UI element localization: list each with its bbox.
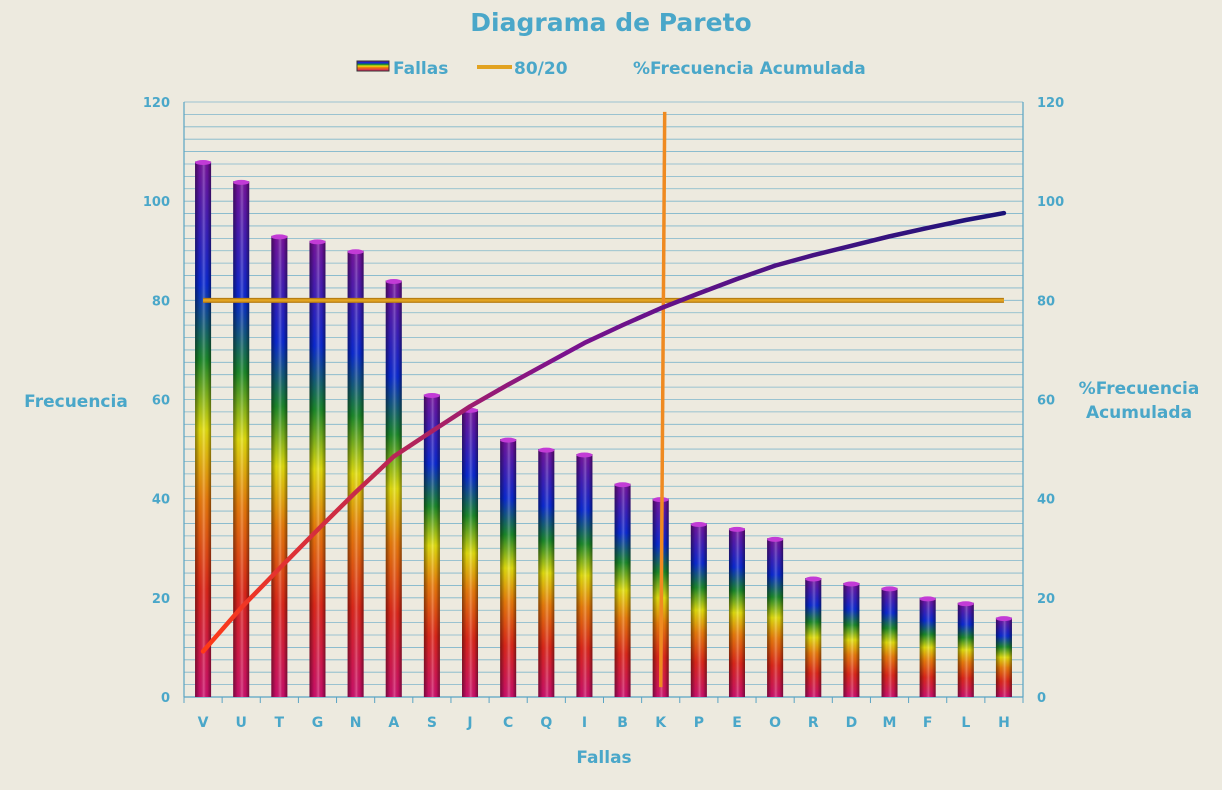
x-axis-title: Fallas bbox=[576, 748, 631, 768]
bar-shading bbox=[500, 439, 517, 697]
bar-shading bbox=[767, 538, 784, 697]
y-tick-label: 20 bbox=[152, 592, 170, 607]
bar-shading bbox=[690, 523, 707, 697]
bar-cap bbox=[309, 239, 326, 245]
y2-tick-label: 40 bbox=[1037, 493, 1055, 508]
y-tick-label: 40 bbox=[152, 493, 170, 508]
bar-shading bbox=[957, 602, 974, 697]
bar-cap bbox=[614, 482, 631, 488]
bar-cap bbox=[195, 160, 212, 165]
x-tick-label: R bbox=[808, 715, 819, 731]
bar-cap bbox=[919, 596, 936, 602]
bar-cap bbox=[233, 179, 250, 185]
x-tick-label: M bbox=[883, 715, 897, 731]
lines bbox=[200, 111, 1007, 688]
bar-cap bbox=[423, 393, 440, 399]
x-tick-label: I bbox=[582, 715, 587, 731]
bar-shading bbox=[271, 235, 288, 697]
bar-shading bbox=[576, 454, 593, 697]
bar-cap bbox=[271, 234, 288, 240]
x-tick-label: U bbox=[236, 715, 247, 731]
bar-cap bbox=[576, 452, 593, 458]
y-axis-title: Frecuencia bbox=[24, 392, 128, 412]
x-tick-label: V bbox=[198, 715, 209, 731]
x-tick-label: O bbox=[769, 715, 781, 731]
y2-tick-label: 0 bbox=[1037, 691, 1046, 706]
x-tick-label: N bbox=[350, 715, 362, 731]
bars bbox=[195, 160, 1012, 698]
cutoff-line bbox=[658, 111, 667, 688]
bar-cap bbox=[347, 249, 364, 255]
bar-shading bbox=[347, 250, 364, 697]
x-tick-label: Q bbox=[540, 715, 552, 731]
bar-shading bbox=[919, 597, 936, 697]
x-tick-label: G bbox=[312, 715, 324, 731]
bar-cap bbox=[385, 279, 402, 284]
bar-shading bbox=[843, 582, 860, 697]
y2-axis-title-line2: Acumulada bbox=[1086, 403, 1192, 423]
x-tick-label: T bbox=[275, 715, 285, 731]
bar-cap bbox=[767, 536, 784, 542]
bar-cap bbox=[690, 521, 707, 527]
bar-cap bbox=[957, 601, 974, 607]
x-tick-label: K bbox=[655, 715, 667, 731]
bar-cap bbox=[843, 581, 860, 587]
x-tick-label: H bbox=[998, 715, 1010, 731]
bar-shading bbox=[309, 240, 326, 698]
x-tick-label: E bbox=[732, 715, 742, 731]
bar-shading bbox=[385, 280, 402, 697]
bar-shading bbox=[195, 161, 212, 697]
y-tick-label: 100 bbox=[143, 195, 170, 210]
bar-shading bbox=[233, 181, 250, 698]
legend-fallas-swatch bbox=[356, 60, 390, 72]
bar-shading bbox=[538, 449, 555, 697]
bar-cap bbox=[500, 437, 517, 443]
bar-shading bbox=[995, 617, 1012, 697]
x-tick-label: A bbox=[388, 715, 399, 731]
bar-shading bbox=[881, 587, 898, 697]
cumulative-line bbox=[200, 210, 1007, 654]
bar-shading bbox=[614, 483, 631, 697]
bar-cap bbox=[728, 526, 745, 532]
bar-shading bbox=[423, 394, 440, 697]
x-tick-label: L bbox=[961, 715, 970, 731]
y-tick-label: 120 bbox=[143, 96, 170, 111]
tick-labels: 0 20 40 60 80 100 120 0 20 40 60 80 100 120 V U T G N A S J C Q… bbox=[143, 96, 1064, 731]
y-tick-label: 60 bbox=[152, 394, 170, 409]
legend-8020-label: 80/20 bbox=[514, 59, 568, 79]
bar-cap bbox=[538, 447, 555, 453]
y-tick-label: 80 bbox=[152, 294, 170, 309]
bar-shading bbox=[728, 528, 745, 697]
bar-cap bbox=[995, 616, 1012, 622]
legend-cumulative-label: %Frecuencia Acumulada bbox=[633, 59, 866, 79]
x-tick-label: D bbox=[846, 715, 858, 731]
y-tick-label: 0 bbox=[161, 691, 170, 706]
x-tick-label: C bbox=[503, 715, 513, 731]
x-tick-label: S bbox=[427, 715, 437, 731]
bar-shading bbox=[462, 409, 479, 697]
y2-tick-label: 60 bbox=[1037, 394, 1055, 409]
x-tick-label: P bbox=[694, 715, 704, 731]
x-tick-label: B bbox=[617, 715, 628, 731]
legend: Fallas 80/20 %Frecuencia Acumulada bbox=[356, 59, 866, 79]
bar-cap bbox=[805, 576, 822, 582]
bar-shading bbox=[805, 578, 822, 697]
y2-tick-label: 100 bbox=[1037, 195, 1064, 210]
x-tick-label: F bbox=[923, 715, 933, 731]
x-tick-label: J bbox=[466, 715, 472, 731]
y2-tick-label: 120 bbox=[1037, 96, 1064, 111]
bar-cap bbox=[881, 586, 898, 592]
legend-fallas-label: Fallas bbox=[393, 59, 448, 79]
y2-axis-title-line1: %Frecuencia bbox=[1079, 379, 1200, 399]
y2-tick-label: 20 bbox=[1037, 592, 1055, 607]
y2-tick-label: 80 bbox=[1037, 294, 1055, 309]
chart-title: Diagrama de Pareto bbox=[470, 8, 751, 37]
